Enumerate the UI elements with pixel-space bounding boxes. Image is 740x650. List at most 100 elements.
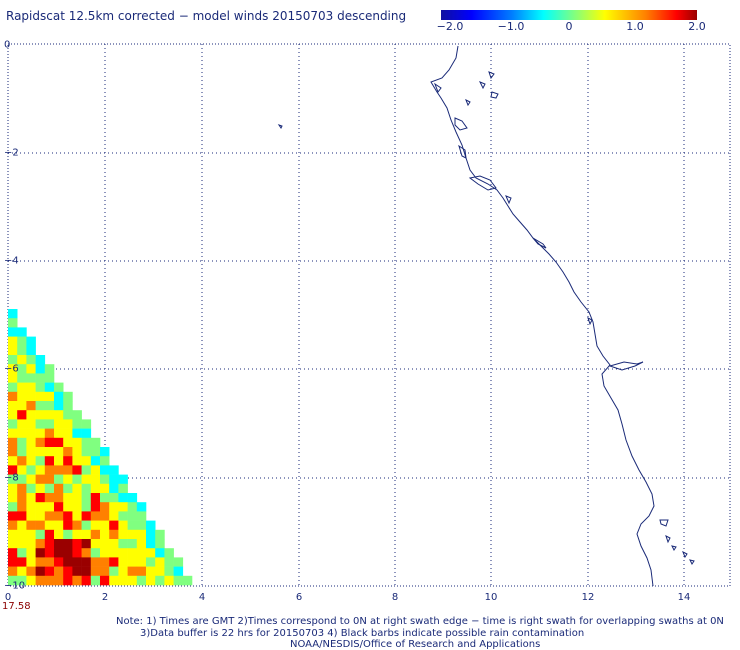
swath-cell [17,401,27,411]
swath-cell [17,410,27,420]
swath-cell [146,520,156,531]
swath-cell [100,566,110,577]
swath-cell [17,520,27,531]
swath-cell [8,336,18,347]
y-tick-label: 0 [4,39,11,51]
swath-cell [8,548,18,558]
swath-cell [90,557,101,567]
swath-cell [63,575,73,586]
swath-cell [54,548,64,558]
swath-cell [127,520,138,531]
swath-cell [54,456,64,466]
swath-cell [26,474,36,485]
swath-cell [90,493,101,503]
swath-cell [72,511,82,521]
swath-cell [90,502,101,512]
x-tick-label: 0 [4,592,12,603]
swath-cell [109,474,119,485]
swath-cell [8,566,18,577]
swath-cell [8,529,18,540]
swath-cell [44,382,55,393]
swath-cell [54,465,64,475]
swath-cell [72,447,82,457]
swath-cell [155,529,165,540]
swath-cell [100,465,110,475]
swath-cell [90,474,101,485]
swath-cell [63,502,73,512]
swath-cell [17,575,27,586]
swath-cell [35,456,46,466]
swath-cell [81,539,92,549]
swath-cell [26,566,36,577]
swath-cell [155,566,165,577]
swath-cell [35,539,46,549]
swath-cell [90,520,101,531]
swath-cell [127,575,138,586]
swath-cell [182,575,193,586]
swath-cell [81,483,92,494]
swath-cell [35,437,46,448]
swath-cell [35,355,46,365]
swath-cell [44,364,55,374]
swath-cell [63,428,73,439]
swath-cell [100,529,110,540]
swath-cell [54,428,64,439]
swath-cell [109,493,119,503]
swath-cell [17,419,27,429]
swath-cell [44,548,55,558]
swath-cell [100,520,110,531]
y-tick-label: −6 [4,363,19,375]
swath-cell [17,336,27,347]
colorbar-tick-label: 2.0 [688,20,706,33]
swath-cell [72,520,82,531]
swath-cell [26,456,36,466]
swath-cell [81,566,92,577]
swath-cell [127,511,138,521]
swath-cell [118,548,128,558]
swath-cell [146,557,156,567]
swath-cell [63,447,73,457]
swath-cell [109,548,119,558]
swath-cell [8,474,18,485]
swath-time-label: 17.58 [2,601,31,612]
swath-cell [81,502,92,512]
swath-cell [118,483,128,494]
swath-cell [72,428,82,439]
swath-cell [100,548,110,558]
swath-cell [81,575,92,586]
swath-cell [136,529,147,540]
swath-cell [100,474,110,485]
note-line-3: NOAA/NESDIS/Office of Research and Appli… [290,639,541,650]
swath-cell [17,437,27,448]
swath-cell [81,465,92,475]
swath-cell [26,502,36,512]
swath-cell [90,511,101,521]
swath-cell [100,483,110,494]
note-line-1: Note: 1) Times are GMT 2)Times correspon… [116,616,724,627]
swath-cell [35,557,46,567]
swath-cell [118,575,128,586]
swath-cell [63,401,73,411]
swath-cell [44,566,55,577]
swath-cell [81,474,92,485]
swath-cell [26,520,36,531]
swath-cell [100,447,110,457]
swath-cell [109,566,119,577]
swath-cell [109,539,119,549]
swath-cell [81,447,92,457]
swath-cell [109,465,119,475]
swath-cell [26,493,36,503]
swath-cell [44,447,55,457]
swath-cell [26,382,36,393]
swath-cell [118,474,128,485]
swath-cell [118,539,128,549]
y-tick-label: −2 [4,147,19,159]
swath-cell [35,428,46,439]
swath-cell [8,327,18,337]
swath-cell [8,410,18,420]
swath-cell [146,539,156,549]
swath-cell [35,520,46,531]
swath-cell [17,502,27,512]
swath-cell [81,520,92,531]
